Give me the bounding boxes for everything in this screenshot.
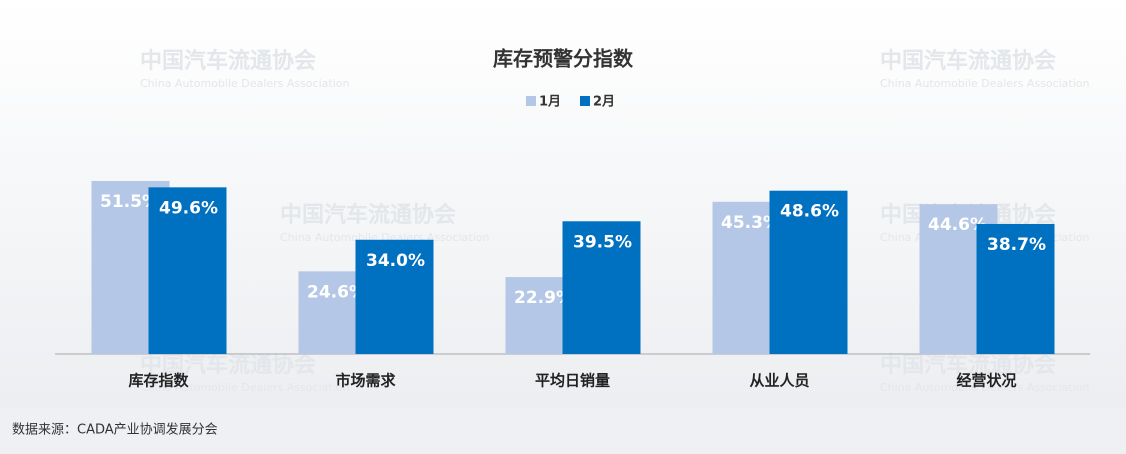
bar (355, 239, 434, 354)
legend-label: 1月 (539, 95, 561, 110)
x-tick-label: 库存指数 (128, 372, 189, 390)
bar (562, 221, 641, 354)
legend-label: 2月 (593, 95, 615, 110)
bar (769, 190, 848, 354)
bar (148, 187, 227, 354)
watermark-cn: 中国汽车流通协会 (280, 202, 456, 228)
x-tick-label: 经营状况 (956, 372, 1016, 390)
watermark-cn: 中国汽车流通协会 (880, 352, 1056, 378)
value-label: 44.6% (928, 215, 987, 235)
footer-band (0, 408, 1126, 454)
watermark-cn: 中国汽车流通协会 (880, 48, 1056, 74)
watermark-en: China Automobile Dealers Association (280, 231, 489, 244)
watermark-en: China Automobile Dealers Association (140, 381, 349, 394)
watermark-en: China Automobile Dealers Association (880, 381, 1089, 394)
watermark-cn: 中国汽车流通协会 (140, 352, 316, 378)
value-label: 51.5% (100, 192, 159, 212)
watermark-cn: 中国汽车流通协会 (140, 48, 316, 74)
value-label: 49.6% (159, 198, 218, 218)
chart-title: 库存预警分指数 (493, 47, 634, 71)
value-label: 24.6% (307, 282, 366, 302)
value-label: 48.6% (780, 202, 839, 222)
value-label: 38.7% (987, 235, 1046, 255)
value-label: 39.5% (573, 232, 632, 252)
watermark-en: China Automobile Dealers Association (880, 77, 1089, 90)
watermark-en: China Automobile Dealers Association (140, 77, 349, 90)
x-tick-label: 从业人员 (749, 372, 809, 390)
x-tick-label: 平均日销量 (535, 372, 610, 390)
legend-swatch (526, 96, 536, 106)
value-label: 45.3% (721, 213, 780, 233)
x-tick-label: 市场需求 (335, 372, 396, 390)
legend-swatch (580, 96, 590, 106)
bar (976, 223, 1055, 354)
value-label: 34.0% (366, 251, 425, 271)
value-label: 22.9% (514, 288, 573, 308)
source-note: 数据来源：CADA产业协调发展分会 (12, 422, 218, 438)
